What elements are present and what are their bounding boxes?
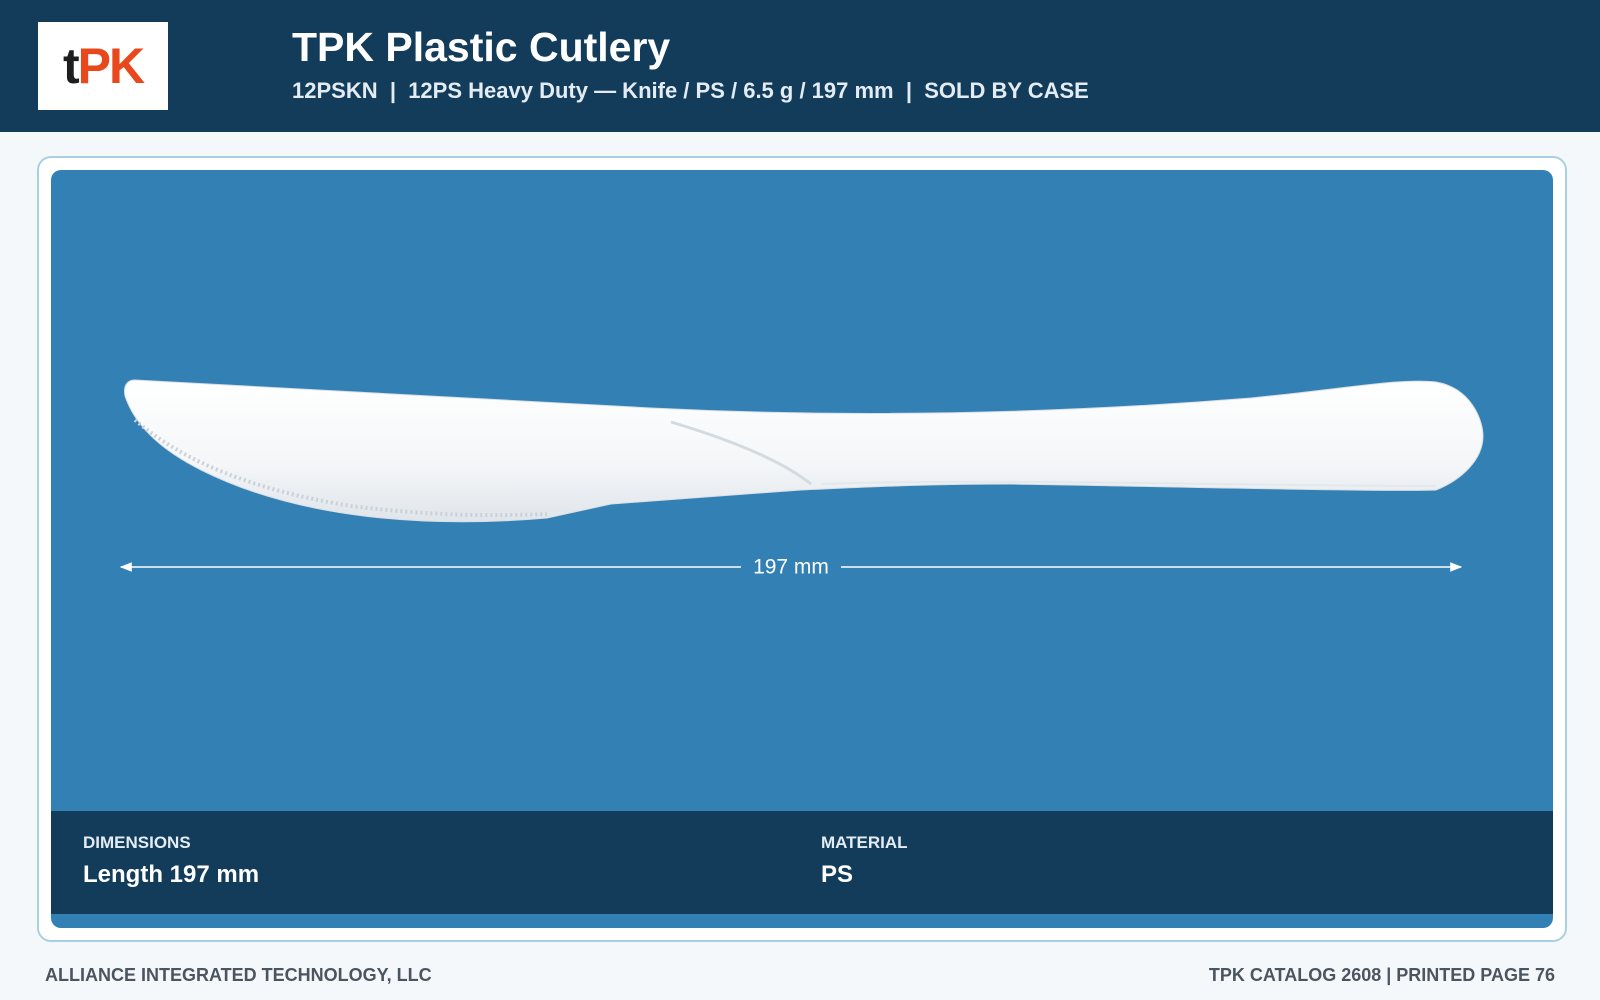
knife-illustration: 197 mm (119, 379, 1484, 579)
bolster-edge (670, 420, 812, 486)
spec-value: Length 197 mm (83, 861, 260, 888)
title: TPK Plastic Cutlery (292, 24, 671, 70)
spec-value: PS (821, 861, 854, 888)
spec: DIMENSIONS Length 197 mm (83, 833, 259, 889)
knife (124, 379, 1484, 523)
serration (133, 418, 548, 518)
spec-label: DIMENSIONS (83, 833, 191, 852)
header: t PK TPK Plastic Cutlery 12PSKN | 12PS He… (0, 0, 1600, 132)
logo-part: PK (77, 38, 145, 94)
logo: t PK (38, 22, 168, 110)
subtitle: 12PSKN | 12PS Heavy Duty — Knife / PS / … (292, 78, 1089, 103)
product-image: 197 mm DIMENSIONS Length 197 mm MATERIAL… (51, 170, 1553, 928)
logo-part: t (62, 38, 80, 94)
footer-right: TPK CATALOG 2608 | PRINTED PAGE 76 (1208, 965, 1555, 985)
spec-label: MATERIAL (821, 833, 908, 852)
product-card: 197 mm DIMENSIONS Length 197 mm MATERIAL… (37, 156, 1567, 942)
handle-edge (820, 480, 1437, 487)
spec-band: DIMENSIONS Length 197 mm MATERIAL PS (51, 811, 1553, 914)
dimension-label: 197 mm (753, 556, 829, 579)
spec: MATERIAL PS (821, 833, 908, 889)
footer-left: ALLIANCE INTEGRATED TECHNOLOGY, LLC (45, 965, 432, 985)
